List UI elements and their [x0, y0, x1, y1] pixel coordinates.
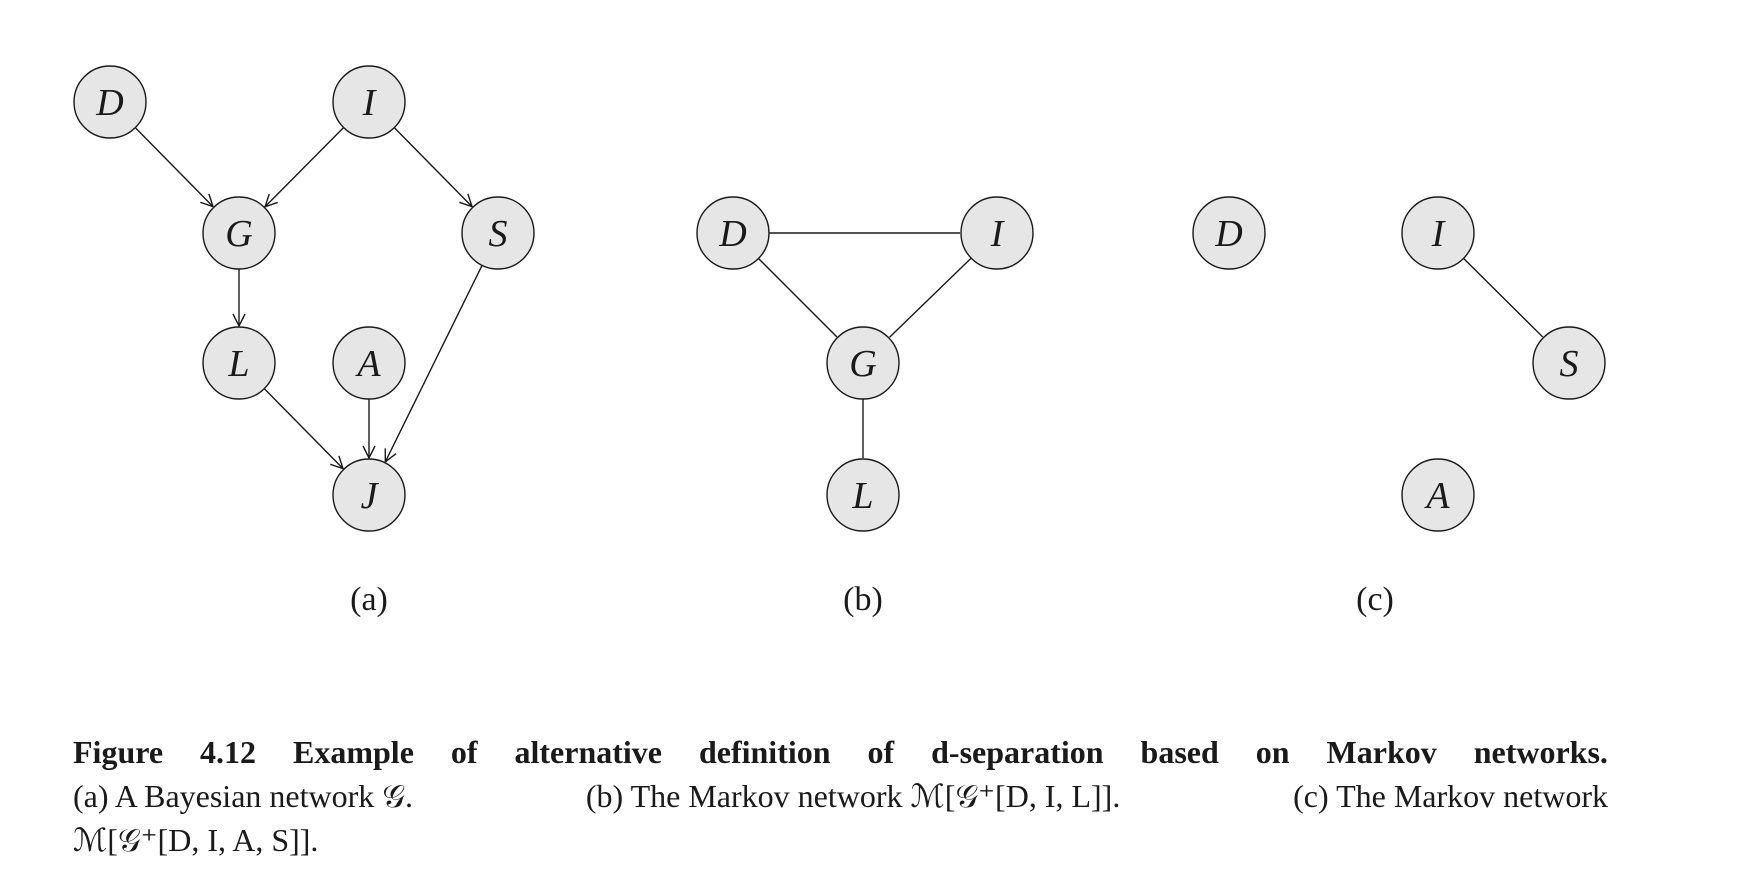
- edge-b-I-G: [889, 257, 972, 338]
- graph-canvas: D I G S L A J D I G L D I S A (a) (b) (c): [73, 65, 1606, 618]
- figure-caption: Figure 4.12 Example of alternative definition…: [73, 730, 1608, 862]
- node-b-L-label: L: [851, 475, 873, 517]
- edge-c-I-S: [1463, 257, 1544, 338]
- caption-title-word: Example: [293, 734, 414, 770]
- node-b-G-circle: [826, 326, 900, 400]
- node-a-A: A: [332, 326, 406, 400]
- panel-label-b: (b): [843, 581, 883, 618]
- node-a-G-circle: [202, 196, 276, 270]
- panel-label-a: (a): [350, 581, 388, 618]
- node-c-S-circle: [1532, 326, 1606, 400]
- node-a-A-label: A: [354, 343, 381, 385]
- caption-title-word: Figure: [73, 734, 164, 770]
- caption-line-3: ℳ[𝒢⁺[D, I, A, S]].: [73, 822, 319, 858]
- node-c-D-label: D: [1214, 213, 1242, 255]
- caption-title-word: on: [1255, 734, 1290, 770]
- edge-a-I-S: [393, 127, 472, 207]
- node-a-S: S: [461, 196, 535, 270]
- node-c-S: S: [1532, 326, 1606, 400]
- caption-title-word: based: [1140, 734, 1219, 770]
- node-b-I-circle: [960, 196, 1034, 270]
- node-c-S-label: S: [1560, 343, 1579, 385]
- node-a-I-circle: [332, 65, 406, 139]
- edge-a-D-G: [134, 127, 213, 207]
- panel-label-c: (c): [1356, 581, 1394, 618]
- node-b-D-circle: [696, 196, 770, 270]
- node-b-I: I: [960, 196, 1034, 270]
- node-b-I-label: I: [990, 213, 1006, 255]
- node-a-A-circle: [332, 326, 406, 400]
- node-c-D-circle: [1192, 196, 1266, 270]
- caption-title-word: networks.: [1473, 734, 1608, 770]
- caption-title-word: Markov: [1326, 734, 1437, 770]
- edge-a-L-J: [263, 388, 343, 469]
- node-b-D: D: [696, 196, 770, 270]
- node-b-L-circle: [826, 458, 900, 532]
- caption-title-word: 4.12: [200, 734, 257, 770]
- caption-line-2: (a) A Bayesian network 𝒢. (b) The Markov …: [73, 774, 1608, 818]
- node-a-I: I: [332, 65, 406, 139]
- node-c-I-label: I: [1431, 213, 1447, 255]
- node-c-A-circle: [1401, 458, 1475, 532]
- node-a-G-label: G: [225, 213, 252, 255]
- node-c-I: I: [1401, 196, 1475, 270]
- caption-title-word: alternative: [514, 734, 662, 770]
- node-b-D-label: D: [718, 213, 746, 255]
- node-c-A: A: [1401, 458, 1475, 532]
- node-c-A-label: A: [1423, 475, 1450, 517]
- node-a-D: D: [73, 65, 147, 139]
- node-a-I-label: I: [362, 82, 378, 124]
- caption-part: (a) A Bayesian network 𝒢.: [73, 778, 414, 814]
- caption-title-word: d-separation: [931, 734, 1104, 770]
- edge-a-I-G: [265, 127, 345, 207]
- caption-part: (c) The Markov network: [1293, 778, 1608, 814]
- node-a-L-circle: [202, 326, 276, 400]
- caption-title-word: of: [867, 734, 895, 770]
- caption-title-word: of: [450, 734, 478, 770]
- node-b-G-label: G: [849, 343, 876, 385]
- node-a-J: J: [332, 458, 406, 532]
- edge-b-D-G: [757, 257, 838, 338]
- node-a-L-label: L: [227, 343, 249, 385]
- node-a-S-label: S: [489, 213, 508, 255]
- node-b-L: L: [826, 458, 900, 532]
- node-a-S-circle: [461, 196, 535, 270]
- caption-title-word: definition: [698, 734, 831, 770]
- node-a-G: G: [202, 196, 276, 270]
- node-a-J-label: J: [361, 475, 380, 517]
- node-b-G: G: [826, 326, 900, 400]
- node-a-D-circle: [73, 65, 147, 139]
- edge-a-S-J: [385, 264, 483, 462]
- node-c-I-circle: [1401, 196, 1475, 270]
- node-c-D: D: [1192, 196, 1266, 270]
- node-a-L: L: [202, 326, 276, 400]
- node-a-J-circle: [332, 458, 406, 532]
- caption-part: (b) The Markov network ℳ[𝒢⁺[D, I, L]].: [585, 778, 1121, 814]
- node-a-D-label: D: [95, 82, 123, 124]
- caption-title: Figure 4.12 Example of alternative definition…: [73, 730, 1608, 774]
